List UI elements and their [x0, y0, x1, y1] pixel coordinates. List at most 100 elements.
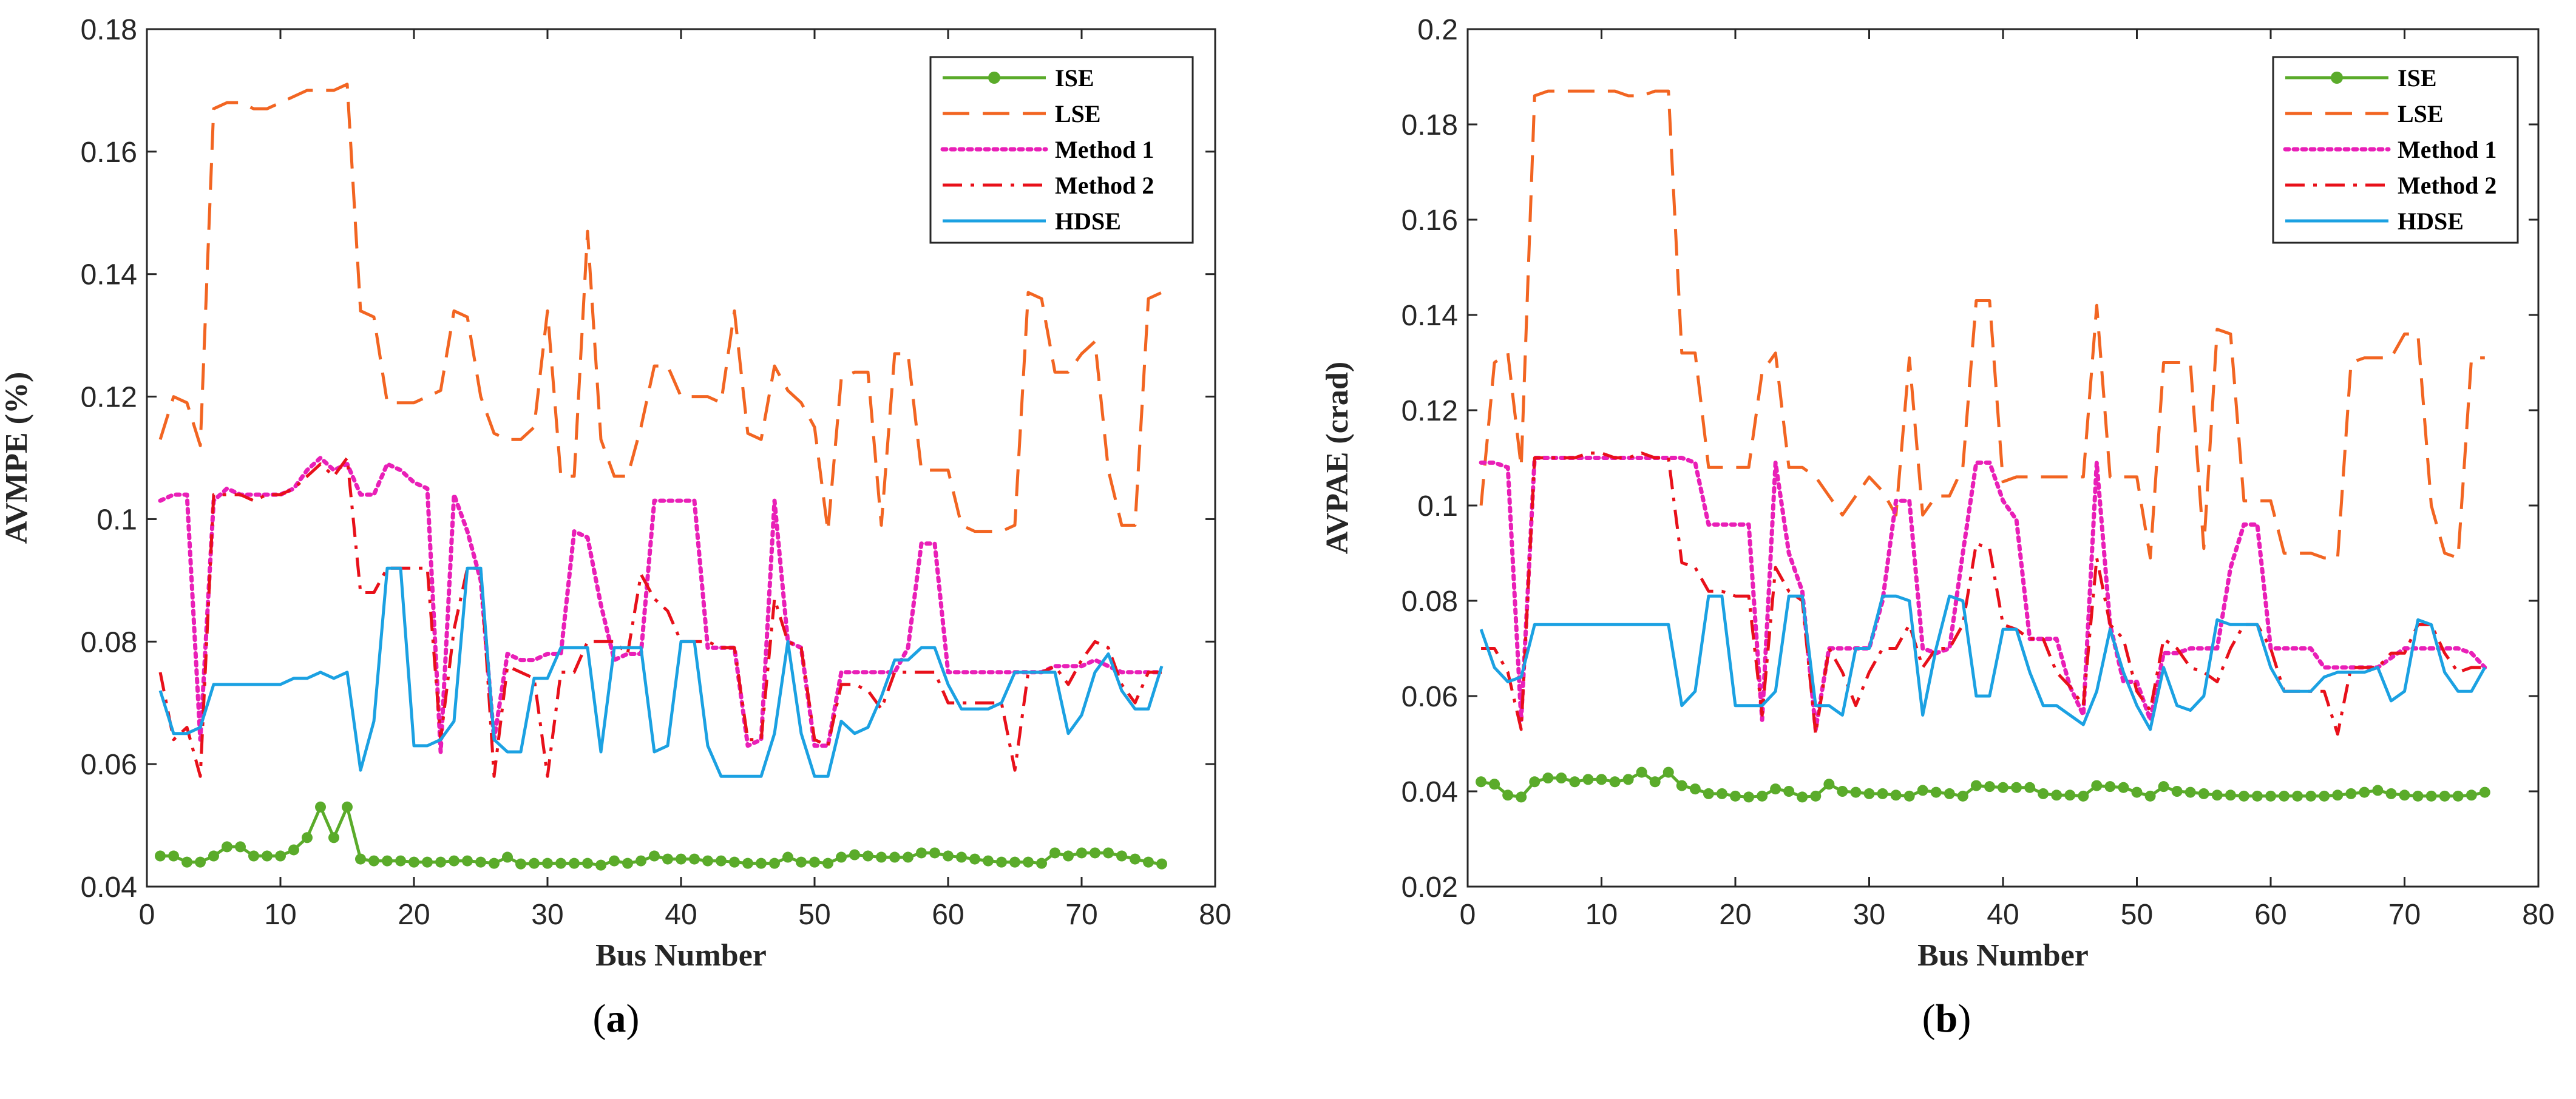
data-point-ise — [275, 850, 286, 862]
data-point-ise — [2011, 782, 2022, 793]
data-point-ise — [1797, 791, 1808, 803]
panel-label-open: ( — [1922, 996, 1936, 1041]
y-tick-label: 0.16 — [1402, 205, 1458, 237]
data-point-ise — [1076, 847, 1087, 859]
data-point-ise — [1156, 858, 1167, 870]
legend-label-method-2: Method 2 — [2398, 172, 2496, 199]
data-point-ise — [2171, 786, 2183, 797]
data-point-ise — [1023, 856, 1034, 868]
data-point-ise — [889, 851, 900, 863]
y-tick-label: 0.06 — [1402, 681, 1458, 713]
data-point-ise — [1890, 790, 1902, 801]
series-line-hdse — [158, 566, 1164, 778]
data-point-ise — [1516, 791, 1527, 803]
legend-label-ise: ISE — [1055, 64, 1094, 92]
data-point-ise — [1810, 790, 1822, 802]
x-tick-label: 10 — [1585, 899, 1618, 931]
series-ise — [1476, 766, 2490, 803]
data-point-ise — [1676, 780, 1687, 791]
data-point-ise — [2359, 786, 2370, 798]
data-point-ise — [315, 801, 326, 813]
legend-label-method-1: Method 1 — [2398, 136, 2496, 163]
data-point-ise — [1476, 776, 1487, 788]
y-tick-label: 0.04 — [1402, 776, 1458, 808]
series-hdse — [158, 566, 1164, 778]
data-point-ise — [2078, 790, 2089, 802]
data-point-ise — [2385, 788, 2397, 799]
data-point-ise — [2104, 781, 2116, 793]
y-tick-label: 0.08 — [1402, 586, 1458, 618]
x-axis-label: Bus Number — [1917, 938, 2089, 973]
legend-label-hdse: HDSE — [2398, 208, 2464, 235]
series-line-method-1 — [158, 456, 1164, 754]
data-point-ise — [836, 851, 847, 863]
data-point-ise — [1863, 788, 1875, 799]
data-point-ise — [1783, 786, 1795, 797]
data-point-ise — [288, 844, 299, 856]
data-point-ise — [1903, 790, 1915, 802]
data-point-ise — [863, 850, 873, 862]
data-point-ise — [609, 855, 620, 867]
data-point-ise — [2479, 786, 2490, 798]
data-point-ise — [208, 850, 219, 862]
series-method-1 — [1479, 456, 2487, 732]
data-point-ise — [1703, 788, 1714, 799]
data-point-ise — [2399, 790, 2410, 801]
x-tick-label: 10 — [264, 899, 296, 931]
data-point-ise — [822, 857, 833, 869]
series-line-ise — [1480, 771, 2486, 799]
data-point-ise — [2118, 782, 2129, 793]
data-point-ise — [649, 850, 660, 862]
data-point-ise — [2251, 790, 2263, 802]
data-point-ise — [1823, 779, 1835, 790]
data-point-ise — [1596, 774, 1607, 785]
data-point-ise — [2185, 786, 2196, 798]
data-point-ise — [1957, 790, 1968, 802]
data-point-ise — [1529, 776, 1541, 788]
data-point-ise — [1090, 847, 1100, 859]
series-line-lse — [1479, 89, 2485, 560]
data-point-ise — [956, 851, 967, 863]
data-point-ise — [2372, 785, 2384, 796]
data-point-ise — [2238, 790, 2249, 802]
data-point-ise — [1609, 776, 1621, 788]
x-tick-label: 20 — [398, 899, 430, 931]
data-point-ise — [542, 857, 553, 869]
data-point-ise — [903, 851, 913, 863]
y-tick-label: 0.1 — [97, 504, 137, 536]
data-point-ise — [248, 850, 259, 862]
data-point-ise — [1716, 788, 1727, 799]
data-point-ise — [636, 855, 646, 867]
data-point-ise — [2279, 790, 2290, 802]
y-tick-label: 0.2 — [1417, 14, 1458, 46]
y-tick-label: 0.1 — [1417, 490, 1458, 522]
data-point-ise — [1130, 853, 1141, 865]
y-tick-label: 0.14 — [1402, 300, 1458, 332]
data-point-ise — [1877, 788, 1888, 799]
data-point-ise — [1770, 783, 1781, 795]
data-point-ise — [2051, 790, 2062, 801]
data-point-ise — [876, 851, 887, 863]
data-point-ise — [849, 849, 860, 861]
data-point-ise — [2144, 790, 2156, 802]
data-point-ise — [2265, 790, 2276, 802]
x-tick-label: 40 — [1987, 899, 2019, 931]
legend-box — [929, 56, 1194, 244]
data-point-ise — [2466, 790, 2477, 801]
data-point-ise — [368, 855, 379, 867]
data-point-ise — [2064, 790, 2076, 801]
data-point-ise — [1730, 790, 1741, 802]
data-point-ise — [235, 841, 246, 853]
data-point-ise — [2425, 790, 2437, 802]
data-point-ise — [328, 832, 339, 844]
y-tick-label: 0.12 — [1402, 395, 1458, 427]
legend-label-lse: LSE — [2398, 100, 2444, 127]
x-tick-label: 0 — [1460, 899, 1476, 931]
data-point-ise — [595, 859, 606, 871]
data-point-ise — [462, 855, 473, 867]
data-point-ise — [422, 856, 433, 868]
series-line-hdse — [1479, 594, 2486, 731]
legend-label-ise: ISE — [2398, 64, 2437, 92]
data-point-ise — [1984, 781, 1995, 793]
legend-marker-ise — [988, 72, 1000, 84]
